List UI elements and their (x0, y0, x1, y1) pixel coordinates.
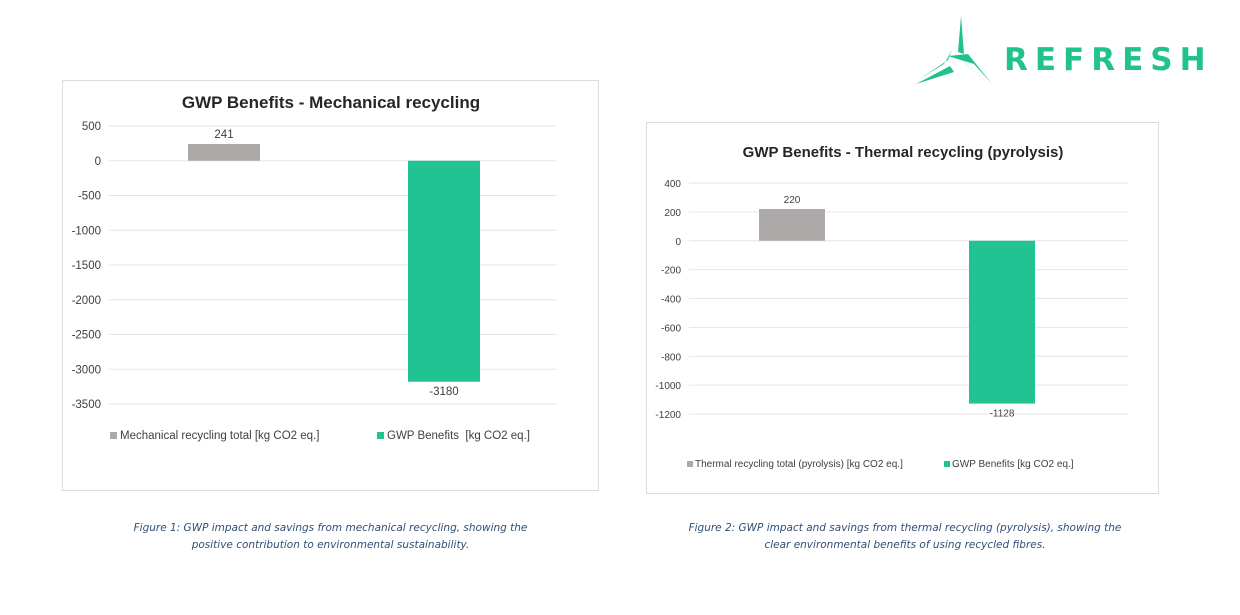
y-tick-label: -1000 (72, 225, 101, 237)
caption-line: positive contribution to environmental s… (191, 539, 470, 551)
legend-swatch-gray (110, 432, 117, 439)
y-tick-label: -3500 (72, 399, 101, 411)
legend-label-gwp: GWP Benefits [kg CO2 eq.] (387, 430, 530, 442)
chart-mechanical-recycling: GWP Benefits - Mechanical recycling 500 0… (62, 80, 599, 491)
figure-2-caption: Figure 2: GWP impact and savings from th… (640, 520, 1170, 554)
y-tick-label: -600 (661, 323, 681, 334)
y-tick-label: -800 (661, 352, 681, 363)
chart-title: GWP Benefits - Mechanical recycling (182, 93, 480, 112)
chart-thermal-recycling: GWP Benefits - Thermal recycling (pyroly… (646, 122, 1159, 494)
caption-line: clear environmental benefits of using re… (764, 539, 1046, 551)
caption-line: Figure 1: GWP impact and savings from me… (133, 522, 528, 534)
data-label: -1128 (990, 409, 1015, 420)
bar-gwp-benefits (969, 240, 1035, 404)
legend-swatch-green (377, 432, 384, 439)
brand-name: REFRESH (1004, 42, 1213, 78)
bar-recycling-total (188, 144, 260, 161)
y-tick-label: -2000 (72, 295, 101, 307)
y-tick-label: -1000 (655, 381, 681, 392)
chart-thermal-recycling-svg: GWP Benefits - Thermal recycling (pyroly… (655, 144, 1128, 470)
gridlines (109, 125, 557, 405)
legend-label-gwp: GWP Benefits [kg CO2 eq.] (952, 459, 1074, 470)
bar-recycling-total (759, 208, 825, 241)
y-axis-ticks: 400 200 0 -200 -400 -600 -800 -1000 -1200 (655, 179, 681, 421)
y-tick-label: -3000 (72, 364, 101, 376)
y-tick-label: -1500 (72, 260, 101, 272)
data-label: -3180 (429, 386, 458, 398)
legend-label-thermal: Thermal recycling total (pyrolysis) [kg … (695, 459, 903, 470)
chart-title: GWP Benefits - Thermal recycling (pyroly… (743, 144, 1064, 161)
caption-line: Figure 2: GWP impact and savings from th… (688, 522, 1122, 534)
y-axis-ticks: 500 0 -500 -1000 -1500 -2000 -2500 -3000 -3500 (72, 121, 101, 411)
legend: Thermal recycling total (pyrolysis) [kg … (687, 459, 1074, 470)
gridlines (689, 182, 1128, 415)
y-tick-label: -2500 (72, 330, 101, 342)
y-tick-label: -400 (661, 295, 681, 306)
y-tick-label: 200 (664, 208, 681, 219)
y-tick-label: 400 (664, 179, 681, 190)
wind-turbine-blades-icon (916, 16, 992, 86)
refresh-logo: REFRESH (912, 14, 1206, 90)
y-tick-label: 0 (675, 237, 681, 248)
data-labels: 241 -3180 (214, 129, 458, 398)
bar-gwp-benefits (408, 160, 480, 382)
legend: Mechanical recycling total [kg CO2 eq.] … (110, 430, 530, 442)
y-tick-label: 0 (95, 156, 101, 168)
y-tick-label: -200 (661, 266, 681, 277)
legend-label-mechanical: Mechanical recycling total [kg CO2 eq.] (120, 430, 319, 442)
bars (759, 208, 1035, 404)
y-tick-label: -1200 (655, 410, 681, 421)
figure-1-caption: Figure 1: GWP impact and savings from me… (62, 520, 599, 554)
legend-swatch-gray (687, 461, 693, 467)
chart-mechanical-recycling-svg: GWP Benefits - Mechanical recycling 500 0… (72, 93, 557, 442)
data-label: 220 (784, 195, 801, 206)
bars (188, 144, 480, 382)
data-label: 241 (214, 129, 233, 141)
y-tick-label: 500 (82, 121, 101, 133)
y-tick-label: -500 (78, 191, 101, 203)
data-labels: 220 -1128 (784, 195, 1015, 420)
legend-swatch-green (944, 461, 950, 467)
